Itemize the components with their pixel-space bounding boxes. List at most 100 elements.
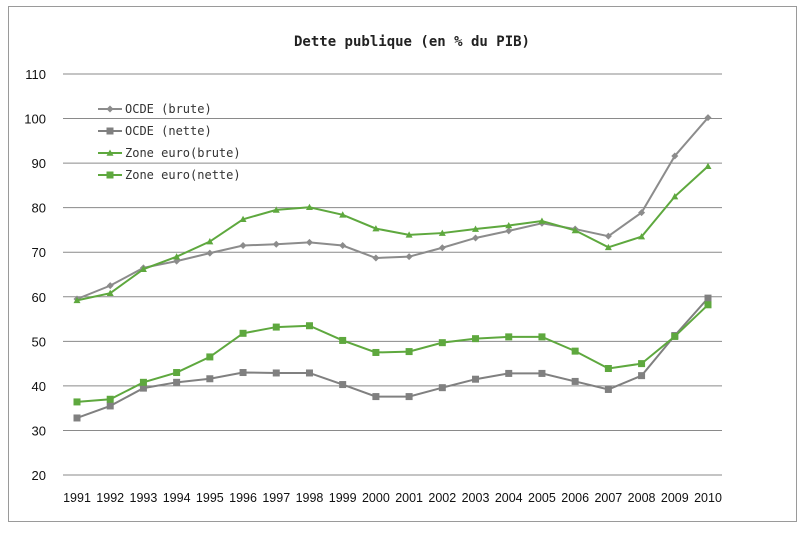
y-tick-label: 70 xyxy=(32,245,46,260)
data-point xyxy=(505,221,513,229)
x-tick-label: 2007 xyxy=(594,491,622,505)
data-point xyxy=(305,203,313,211)
x-tick-label: 2004 xyxy=(495,491,523,505)
data-point xyxy=(106,171,114,179)
data-point xyxy=(173,369,181,377)
legend: OCDE (brute) OCDE (nette) Zone euro(brute)… xyxy=(98,102,241,182)
data-point xyxy=(173,378,181,386)
data-point xyxy=(505,369,513,377)
data-point xyxy=(139,378,147,386)
x-tick-label: 1991 xyxy=(63,491,91,505)
x-tick-label: 2001 xyxy=(395,491,423,505)
data-point xyxy=(272,323,280,331)
x-tick-label: 1996 xyxy=(229,491,257,505)
data-point xyxy=(239,242,247,250)
legend-item: Zone euro(brute) xyxy=(98,146,241,160)
data-point xyxy=(638,209,646,217)
data-point xyxy=(206,249,214,257)
x-tick-label: 1994 xyxy=(163,491,191,505)
data-point xyxy=(571,347,579,355)
data-point xyxy=(272,206,280,213)
x-axis-ticks: 1991 1992 1993 1994 1995 1996 1997 1998 1999 2000… xyxy=(63,491,722,505)
legend-label: Zone euro(brute) xyxy=(125,146,241,160)
data-point xyxy=(272,369,280,377)
data-point xyxy=(139,384,147,392)
grid-lines xyxy=(63,73,722,476)
data-point xyxy=(272,240,280,248)
data-point xyxy=(73,296,81,304)
data-point xyxy=(206,238,214,245)
x-tick-label: 1992 xyxy=(96,491,124,505)
x-tick-label: 1993 xyxy=(130,491,158,505)
legend-item: OCDE (nette) xyxy=(98,124,212,138)
legend-label: OCDE (nette) xyxy=(125,124,212,138)
data-point xyxy=(671,332,679,340)
data-point xyxy=(571,226,579,234)
data-point xyxy=(372,348,380,356)
data-point xyxy=(239,215,247,223)
data-point xyxy=(704,294,712,302)
data-point xyxy=(704,114,712,122)
data-point xyxy=(671,193,679,200)
data-point xyxy=(139,265,147,272)
data-point xyxy=(106,282,114,290)
data-point xyxy=(438,244,446,252)
x-tick-label: 2010 xyxy=(694,491,722,505)
y-axis-ticks: 20 30 40 50 60 70 80 90 100 110 xyxy=(24,67,46,483)
x-tick-label: 1998 xyxy=(296,491,324,505)
x-tick-label: 2002 xyxy=(428,491,456,505)
legend-label: OCDE (brute) xyxy=(125,102,212,116)
x-tick-label: 2003 xyxy=(462,491,490,505)
y-tick-label: 100 xyxy=(24,112,46,127)
data-point xyxy=(671,152,679,160)
data-point xyxy=(73,414,81,422)
data-point xyxy=(239,369,247,377)
x-tick-label: 2008 xyxy=(628,491,656,505)
data-point xyxy=(638,372,646,380)
data-point xyxy=(571,377,579,385)
data-point xyxy=(106,289,114,297)
data-point xyxy=(372,254,380,262)
data-point xyxy=(604,385,612,393)
data-point xyxy=(505,227,513,235)
data-point xyxy=(106,395,114,403)
data-point xyxy=(305,322,313,330)
data-point xyxy=(206,375,214,383)
data-point xyxy=(106,105,114,113)
y-tick-label: 90 xyxy=(32,156,46,171)
data-point xyxy=(538,217,546,224)
y-tick-label: 50 xyxy=(32,334,46,349)
data-point xyxy=(638,360,646,368)
y-tick-label: 60 xyxy=(32,290,46,305)
data-point xyxy=(472,225,480,232)
series-4 xyxy=(73,301,712,406)
series-1 xyxy=(73,114,712,303)
data-point xyxy=(106,149,114,156)
data-point xyxy=(704,162,712,170)
legend-item: OCDE (brute) xyxy=(98,102,212,116)
y-tick-label: 40 xyxy=(32,379,46,394)
data-point xyxy=(339,336,347,344)
data-point xyxy=(239,329,247,337)
data-point xyxy=(405,231,413,238)
x-tick-label: 1997 xyxy=(262,491,290,505)
data-point xyxy=(505,333,513,341)
data-point xyxy=(438,384,446,392)
data-point xyxy=(372,393,380,401)
series-group xyxy=(73,114,712,422)
data-point xyxy=(638,233,646,240)
data-point xyxy=(538,333,546,341)
x-tick-label: 1995 xyxy=(196,491,224,505)
data-point xyxy=(405,393,413,401)
x-tick-label: 1999 xyxy=(329,491,357,505)
y-tick-label: 30 xyxy=(32,423,46,438)
data-point xyxy=(472,375,480,383)
data-point xyxy=(305,238,313,246)
data-point xyxy=(538,369,546,377)
y-tick-label: 110 xyxy=(25,67,46,82)
data-point xyxy=(372,225,380,232)
data-point xyxy=(604,365,612,373)
y-tick-label: 80 xyxy=(32,201,46,216)
legend-label: Zone euro(nette) xyxy=(125,168,241,182)
